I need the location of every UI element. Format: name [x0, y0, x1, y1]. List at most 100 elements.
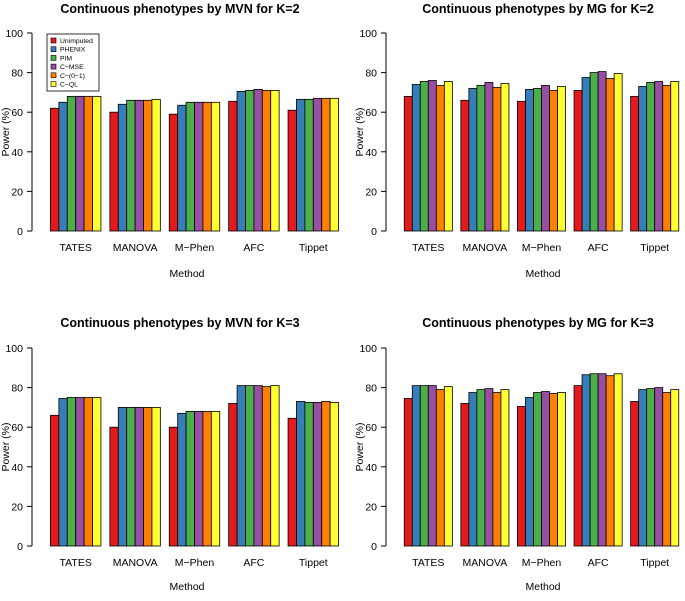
bar-pim-tippet — [646, 82, 656, 232]
x-axis-label: Method — [525, 268, 560, 280]
bar-c-ql-tates — [443, 386, 453, 547]
chart-panel-4: Continuous phenotypes by MG for K=3 0 20 40… — [354, 316, 680, 593]
x-tick-label: TATES — [60, 242, 92, 254]
bar-c-mse-m-phen — [194, 410, 204, 547]
y-tick-label: 100 — [5, 343, 23, 355]
bar-c-ql-afc — [613, 73, 623, 232]
bar-unimputed-tates — [403, 398, 413, 547]
x-tick-label: MANOVA — [113, 557, 158, 569]
x-tick-label: TATES — [412, 557, 444, 569]
y-tick-label: 40 — [11, 462, 23, 474]
y-tick-label: 80 — [11, 383, 23, 395]
bar-c-ql-tippet — [329, 402, 339, 547]
legend-label-pim: PIM — [60, 55, 72, 62]
bar-c-0-1-afc — [261, 90, 272, 232]
bar-pim-afc — [589, 72, 599, 232]
x-axis-label: Method — [525, 581, 560, 593]
bar-c-mse-afc — [597, 373, 607, 547]
bar-pim-tates — [66, 397, 77, 547]
bar-pim-tates — [66, 95, 77, 232]
chart-title: Continuous phenotypes by MVN for K=2 — [60, 2, 299, 16]
bar-unimputed-afc — [573, 90, 583, 232]
y-tick-label: 100 — [359, 343, 377, 355]
x-tick-label: M−Phen — [175, 242, 215, 254]
bar-c-ql-m-phen — [210, 410, 221, 547]
legend-label-c-ql: C−QL — [60, 82, 78, 89]
x-tick-label: Tippet — [299, 242, 328, 254]
bar-phenix-tippet — [638, 86, 648, 232]
bar-c-0-1-tates — [83, 397, 93, 547]
x-tick-label: Tippet — [640, 557, 669, 569]
bar-pim-manova — [476, 389, 486, 547]
y-tick-label: 100 — [359, 28, 377, 40]
x-tick-label: MANOVA — [463, 557, 508, 569]
bar-c-0-1-tippet — [321, 97, 331, 232]
y-tick-label: 20 — [365, 186, 377, 198]
bar-pim-afc — [589, 373, 599, 547]
bar-phenix-tates — [58, 101, 68, 232]
bar-c-0-1-afc — [261, 386, 272, 547]
bar-pim-tippet — [304, 402, 314, 547]
bar-c-mse-manova — [134, 406, 144, 547]
bar-pim-m-phen — [185, 101, 195, 232]
bar-unimputed-m-phen — [168, 426, 179, 547]
bar-phenix-afc — [236, 385, 246, 547]
bar-c-ql-tippet — [670, 81, 680, 232]
bar-c-ql-m-phen — [210, 101, 221, 232]
bar-unimputed-afc — [228, 100, 238, 232]
y-tick-label: 20 — [365, 501, 377, 513]
bar-phenix-afc — [236, 91, 246, 232]
y-tick-label: 60 — [365, 422, 377, 434]
bar-c-ql-afc — [270, 385, 280, 547]
bar-phenix-tippet — [296, 401, 306, 547]
bar-c-mse-tippet — [312, 402, 323, 547]
bar-c-mse-tates — [427, 385, 437, 547]
bar-c-mse-tates — [75, 95, 85, 232]
legend-swatch-unimputed — [50, 37, 57, 44]
bar-c-mse-manova — [484, 388, 494, 547]
bar-c-mse-tippet — [654, 81, 664, 232]
bar-pim-m-phen — [185, 410, 195, 547]
y-tick-label: 20 — [11, 186, 23, 198]
x-tick-label: MANOVA — [113, 242, 158, 254]
bar-c-mse-tates — [75, 397, 85, 547]
bar-phenix-m-phen — [525, 89, 534, 232]
bar-c-0-1-m-phen — [549, 90, 558, 232]
bar-phenix-manova — [117, 406, 128, 547]
bar-pim-manova — [476, 85, 486, 232]
x-tick-label: TATES — [60, 557, 92, 569]
bar-pim-tates — [419, 81, 429, 232]
bar-c-ql-tippet — [329, 97, 339, 232]
chart-panel-2: Continuous phenotypes by MG for K=2 0 20 40… — [354, 2, 680, 280]
y-tick-label: 40 — [365, 462, 377, 474]
bar-c-ql-tates — [443, 81, 453, 232]
y-axis-label: Power (%) — [354, 422, 366, 471]
x-tick-label: AFC — [588, 557, 609, 569]
y-axis-label: Power (%) — [354, 107, 366, 156]
x-tick-label: Tippet — [299, 557, 328, 569]
y-tick-label: 40 — [365, 147, 377, 159]
legend-swatch-c-0-1 — [50, 72, 57, 79]
bar-c-0-1-tates — [83, 95, 93, 232]
bar-c-ql-m-phen — [557, 392, 566, 547]
bar-c-ql-manova — [151, 406, 161, 547]
bar-pim-tippet — [304, 98, 314, 232]
y-tick-label: 80 — [11, 68, 23, 80]
bar-pim-afc — [245, 385, 255, 547]
bar-unimputed-tates — [50, 414, 60, 547]
bar-phenix-tates — [58, 398, 68, 547]
x-tick-label: AFC — [588, 242, 609, 254]
bar-unimputed-tates — [403, 95, 413, 232]
bar-c-0-1-manova — [143, 406, 153, 547]
bar-pim-tates — [419, 385, 429, 547]
bar-c-mse-m-phen — [194, 101, 204, 232]
bar-c-ql-afc — [613, 373, 623, 547]
bar-c-ql-afc — [270, 90, 280, 232]
chart-title: Continuous phenotypes by MVN for K=3 — [60, 316, 299, 330]
bar-unimputed-tippet — [630, 95, 640, 232]
x-tick-label: AFC — [243, 557, 264, 569]
bar-phenix-manova — [468, 392, 478, 547]
bar-c-mse-tippet — [312, 97, 323, 232]
bar-phenix-m-phen — [525, 397, 534, 547]
